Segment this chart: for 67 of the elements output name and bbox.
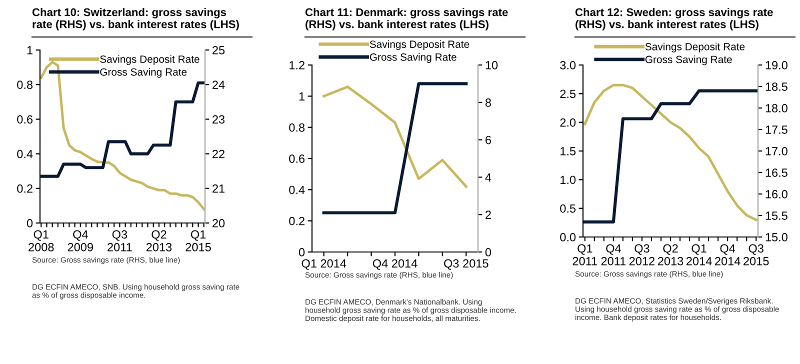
x-tick-label: Q4 2011 bbox=[601, 244, 626, 266]
y2-tick-label: 20 bbox=[212, 219, 225, 228]
y2-tick-label: 8 bbox=[485, 98, 491, 107]
y2-tick-label: 16.0 bbox=[766, 190, 788, 198]
y2-tick-label: 18.0 bbox=[766, 104, 788, 112]
x-tick-label: Q3 2015 bbox=[444, 259, 488, 270]
x-tick-label: Q1 2014 bbox=[686, 244, 712, 266]
y2-tick-label: 10 bbox=[486, 61, 498, 70]
y2-tick-label: 22 bbox=[212, 150, 224, 158]
y-tick-label: 0.0 bbox=[560, 233, 576, 242]
y-tick-label: 0.6 bbox=[17, 115, 33, 124]
y2-tick-label: 15.0 bbox=[766, 233, 788, 242]
y2-tick-label: 17.5 bbox=[766, 126, 788, 134]
x-tick-label: Q1 2008 bbox=[28, 230, 54, 252]
y-tick-label: 0.2 bbox=[17, 184, 32, 193]
y-tick-label: 0 bbox=[26, 219, 33, 228]
chart-title: Chart 11: Denmark: gross savings rate (RHS) vs. bank interest rates (LHS) bbox=[305, 8, 508, 30]
y-tick-label: 0.6 bbox=[289, 154, 305, 163]
x-tick-label: Q2 2013 bbox=[658, 244, 684, 266]
x-tick-label: Q4 2014 bbox=[372, 259, 418, 270]
y2-tick-label: 21 bbox=[212, 184, 224, 193]
x-tick-label: Q4 2014 bbox=[715, 244, 740, 266]
y2-tick-label: 19.0 bbox=[766, 61, 788, 70]
y-tick-label: 1.5 bbox=[560, 147, 576, 156]
x-tick-label: Q3 2011 bbox=[108, 230, 132, 252]
y-tick-label: 1.2 bbox=[290, 61, 304, 70]
y-tick-label: 0 bbox=[298, 248, 305, 256]
x-tick-label: Q3 2015 bbox=[744, 244, 769, 266]
y-tick-label: 2.5 bbox=[560, 90, 576, 98]
chart-title: Chart 10: Switzerland: gross savings rate (RHS) vs. bank interest rates (LHS) bbox=[32, 8, 239, 30]
y2-tick-label: 17.0 bbox=[766, 147, 788, 156]
y2-tick-label: 24 bbox=[212, 80, 225, 89]
x-tick-label: Q3 2012 bbox=[629, 244, 655, 266]
x-tick-label: Q1 2014 bbox=[302, 259, 346, 270]
legend-label: Gross Saving Rate bbox=[645, 56, 732, 66]
y-tick-label: 0.5 bbox=[560, 204, 576, 213]
y-tick-label: 0.4 bbox=[17, 150, 33, 158]
y-tick-label: 1 bbox=[27, 46, 32, 54]
y-tick-label: 3.0 bbox=[560, 61, 576, 70]
y2-tick-label: 18.5 bbox=[766, 82, 788, 91]
chart-title: Chart 12: Sweden: gross savings rate (RHS) vs. bank interest rates (LHS) bbox=[575, 8, 773, 30]
y-tick-label: 2.0 bbox=[560, 118, 576, 127]
y-tick-label: 0.4 bbox=[289, 186, 305, 194]
y-tick-label: 1.0 bbox=[560, 176, 576, 184]
y-tick-label: 0.8 bbox=[289, 123, 305, 132]
line-series bbox=[40, 81, 206, 178]
y-tick-label: 0.2 bbox=[289, 216, 304, 226]
y-tick-label: 0.8 bbox=[17, 80, 33, 89]
y-tick-label: 1 bbox=[299, 92, 304, 100]
y2-tick-label: 4 bbox=[485, 173, 492, 182]
legend-label: Savings Deposit Rate bbox=[645, 42, 745, 52]
legend-label: Savings Deposit Rate bbox=[370, 40, 470, 50]
y2-tick-label: 25 bbox=[212, 46, 225, 54]
legend-label: Gross Saving Rate bbox=[100, 68, 187, 78]
y2-tick-label: 6 bbox=[486, 136, 491, 144]
y2-tick-label: 16.5 bbox=[766, 168, 788, 177]
x-tick-label: Q2 2013 bbox=[146, 230, 172, 252]
legend-label: Gross Saving Rate bbox=[370, 53, 456, 63]
x-tick-label: Q4 2009 bbox=[68, 230, 93, 252]
y2-tick-label: 23 bbox=[212, 115, 225, 124]
legend-label: Savings Deposit Rate bbox=[100, 55, 200, 65]
x-tick-label: Q1 2015 bbox=[186, 230, 211, 252]
y2-tick-label: 2 bbox=[486, 210, 491, 219]
x-tick-label: Q1 2011 bbox=[572, 244, 598, 266]
y2-tick-label: 0 bbox=[485, 248, 492, 256]
line-series bbox=[322, 86, 468, 188]
y2-tick-label: 15.5 bbox=[766, 212, 788, 220]
